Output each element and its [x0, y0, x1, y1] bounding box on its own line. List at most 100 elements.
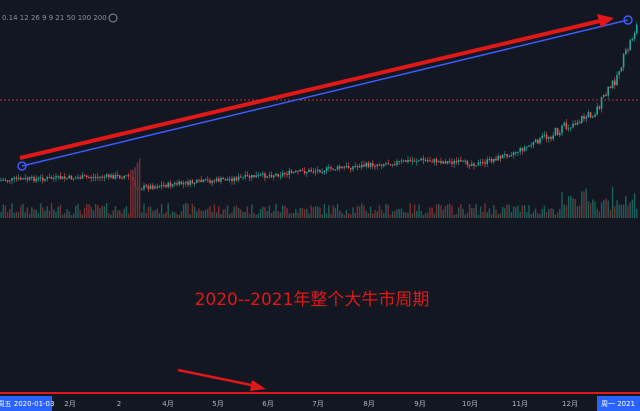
volume-bar: [86, 204, 88, 218]
candle-body: [97, 177, 99, 179]
candle-body: [75, 177, 77, 179]
candle-body: [545, 134, 548, 139]
volume-bar: [143, 203, 145, 218]
candle-body: [616, 74, 618, 86]
candle-body: [380, 165, 383, 167]
volume-bar: [22, 203, 24, 218]
trend-handle[interactable]: [623, 15, 633, 25]
candle-body: [171, 184, 174, 187]
candle-body: [68, 175, 70, 178]
volume-bar: [594, 201, 596, 218]
volume-bar: [508, 204, 510, 218]
candle-body: [279, 175, 282, 177]
volume-bar: [442, 209, 444, 218]
candle-body: [312, 171, 315, 173]
volume-bar: [53, 209, 55, 218]
candle-body: [143, 185, 145, 189]
volume-bar: [42, 207, 44, 218]
candle-body: [578, 122, 581, 124]
candle-body: [310, 169, 312, 172]
candle-body: [407, 160, 409, 163]
volume-bar: [356, 205, 359, 218]
candle-body: [24, 177, 26, 179]
volume-bar: [490, 213, 493, 218]
volume-bar: [229, 213, 231, 218]
volume-bar: [336, 204, 339, 218]
candle-body: [552, 135, 554, 139]
candle-body: [530, 144, 532, 146]
candle-body: [343, 166, 345, 168]
volume-bar: [541, 208, 543, 218]
volume-bar: [493, 205, 495, 218]
volume-bar: [26, 207, 29, 218]
candle-body: [385, 163, 387, 165]
volume-bar: [352, 207, 354, 218]
volume-bar: [367, 213, 370, 218]
volume-bar: [44, 210, 46, 218]
volume-bar: [521, 205, 524, 218]
volume-bar: [308, 213, 310, 218]
volume-bar: [88, 204, 90, 218]
candle-body: [625, 49, 627, 54]
candle-body: [270, 175, 273, 178]
candle-body: [70, 175, 73, 180]
volume-bar: [347, 213, 350, 218]
candle-body: [147, 185, 150, 189]
volume-bar: [376, 211, 378, 218]
volume-bar: [2, 204, 4, 218]
candle-body: [358, 166, 361, 168]
candle-body: [532, 142, 535, 145]
candle-body: [620, 67, 623, 72]
trend-line: [21, 19, 629, 167]
candle-body: [257, 174, 260, 176]
volume-bar: [618, 204, 620, 218]
candle-body: [169, 182, 172, 187]
volume-bar: [220, 214, 222, 218]
volume-bar: [141, 212, 143, 218]
visibility-icon[interactable]: [108, 13, 118, 23]
volume-bar: [75, 205, 77, 218]
candle-body: [365, 163, 367, 167]
volume-bar: [627, 205, 629, 218]
candle-body: [510, 155, 513, 157]
volume-bar: [372, 213, 374, 218]
candle-body: [534, 139, 537, 143]
volume-bar: [103, 206, 106, 218]
candle-body: [196, 179, 198, 183]
candle-body: [53, 178, 55, 180]
candle-body: [396, 161, 398, 165]
candle-body: [537, 139, 539, 144]
volume-bar: [391, 211, 394, 218]
trend-handle[interactable]: [17, 161, 27, 171]
volume-bar: [556, 212, 559, 218]
candle-body: [31, 176, 33, 178]
volume-bar: [471, 207, 473, 218]
candle-body: [427, 159, 429, 161]
volume-bar: [446, 204, 449, 218]
candle-body: [275, 173, 277, 176]
candle-body: [288, 170, 290, 175]
candle-body: [394, 164, 396, 166]
volume-bar: [127, 213, 130, 218]
candle-body: [116, 174, 119, 176]
volume-bar: [176, 213, 178, 218]
candle-body: [200, 179, 202, 183]
candle-body: [398, 160, 400, 162]
volume-bar: [407, 212, 409, 218]
candle-body: [603, 95, 605, 97]
time-axis: [0, 393, 640, 411]
candle-body: [220, 177, 222, 182]
candle-body: [286, 173, 288, 175]
candle-body: [475, 165, 477, 167]
candle-body: [523, 147, 526, 151]
candle-body: [246, 174, 249, 176]
volume-bar: [46, 206, 48, 218]
candle-body: [308, 169, 310, 172]
volume-bar: [64, 213, 66, 218]
time-axis-label: 10月: [462, 400, 478, 408]
candle-body: [350, 167, 352, 170]
volume-bar: [92, 210, 95, 218]
candle-body: [614, 80, 616, 86]
volume-bar: [152, 210, 154, 218]
candle-body: [108, 174, 110, 178]
